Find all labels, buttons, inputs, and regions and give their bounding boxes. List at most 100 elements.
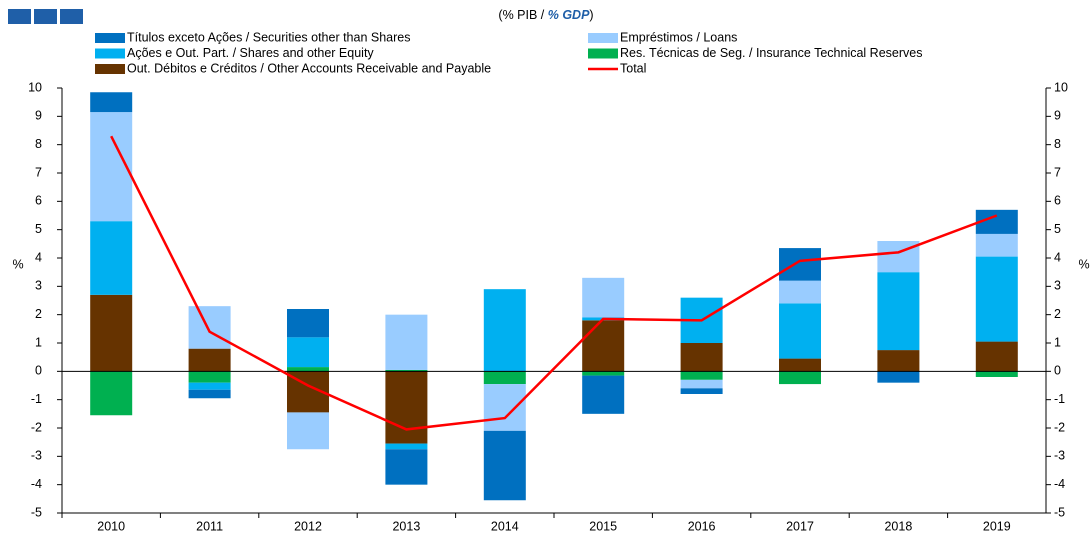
bar-segment [877,272,920,351]
bar-segment [385,443,428,450]
bar-segment [385,369,428,372]
y-tick-label: 5 [35,222,42,236]
x-tick-label: 2019 [983,519,1011,533]
x-tick-label: 2010 [97,519,125,533]
y-tick-label: 8 [35,137,42,151]
subtitle: (% PIB / % GDP) [498,8,593,22]
y2-tick-label: -1 [1054,392,1065,406]
y2-tick-label: 6 [1054,194,1061,208]
bar-segment [975,371,1018,377]
x-tick-label: 2014 [491,519,519,533]
y2-tick-label: 2 [1054,307,1061,321]
bar-segment [680,371,723,380]
y2-tick-label: 9 [1054,109,1061,123]
bar-segment [975,233,1018,257]
bar-segment [287,412,329,450]
bar-segment [188,371,231,383]
y-tick-label: 6 [35,194,42,208]
legend-swatch [588,48,618,59]
total-line [110,135,998,431]
y2-tick-label: 5 [1054,222,1061,236]
bar-segment [287,309,329,338]
y-tick-label: -5 [31,505,42,519]
y2-tick-label: -3 [1054,449,1065,463]
y-tick-label: 9 [35,109,42,123]
legend-swatch [95,33,125,43]
bar-segment [287,367,329,372]
x-tick-label: 2012 [294,519,322,533]
bar-segment [90,294,133,372]
x-tick-label: 2015 [589,519,617,533]
y2-tick-label: 8 [1054,137,1061,151]
y2-tick-label: -4 [1054,477,1065,491]
bar-segment [90,92,133,113]
x-tick-label: 2016 [688,519,716,533]
legend-swatch [95,64,125,74]
y2-axis-label: % [1078,257,1089,271]
bar-segment [188,389,231,399]
y-tick-label: 10 [28,80,42,94]
bar-segment [483,371,526,385]
bar-segment [582,371,625,376]
y2-tick-label: 0 [1054,364,1061,378]
x-tick-label: 2011 [196,519,223,533]
legend-label: Res. Técnicas de Seg. / Insurance Techni… [620,46,922,60]
y-tick-label: -2 [31,420,42,434]
bar-segment [975,341,1018,372]
y-tick-label: -3 [31,449,42,463]
y2-tick-label: 7 [1054,165,1061,179]
y-tick-label: 1 [35,335,42,349]
bar-segment [483,384,526,431]
x-tick-label: 2017 [786,519,814,533]
bar-segment [680,388,723,394]
y-tick-label: 3 [35,279,42,293]
bar-segment [385,449,428,485]
bar-segment [385,371,428,444]
bar-segment [483,430,526,501]
bar-segment [188,348,231,372]
y-tick-label: 7 [35,165,42,179]
bar-segment [582,277,625,318]
logo-block [34,9,57,24]
y2-tick-label: -2 [1054,420,1065,434]
y-tick-label: 2 [35,307,42,321]
bar-segment [779,371,821,385]
bar-segment [877,371,920,383]
y-tick-label: -1 [31,392,42,406]
bar-segment [483,289,526,372]
y-axis-label: % [12,257,23,271]
x-tick-label: 2013 [392,519,420,533]
bar-segment [877,350,920,372]
x-tick-label: 2018 [884,519,912,533]
y2-tick-label: 4 [1054,250,1061,264]
bar-segment [188,382,231,390]
y-tick-label: 0 [35,364,42,378]
y2-tick-label: 1 [1054,335,1061,349]
bar-segment [90,221,133,295]
logo-block [60,9,83,24]
legend-label: Títulos exceto Ações / Securities other … [127,30,410,44]
legend-label: Total [620,61,646,75]
bar-segment [385,314,428,370]
y-tick-label: 4 [35,250,42,264]
bar-segment [90,371,133,416]
logo-block [8,9,31,24]
bar-segment [287,337,329,368]
bar-segment [779,358,821,372]
bar-segment [779,248,821,281]
y2-tick-label: -5 [1054,505,1065,519]
bar-segment [680,379,723,389]
y2-tick-label: 3 [1054,279,1061,293]
legend-swatch [95,48,125,59]
y-tick-label: -4 [31,477,42,491]
bar-segment [975,256,1018,342]
bar-segment [582,320,625,372]
y2-tick-label: 10 [1054,80,1068,94]
bar-segment [582,375,625,414]
bar-segment [680,343,723,372]
legend-swatch [588,33,618,43]
legend-label: Empréstimos / Loans [620,30,737,44]
bar-segment [188,306,231,349]
bar-segment [779,303,821,359]
